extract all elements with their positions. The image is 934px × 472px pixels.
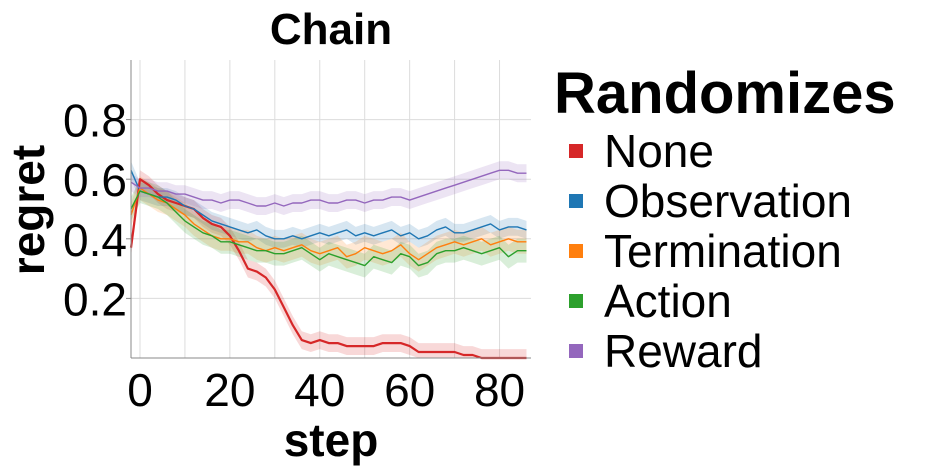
series-line-none	[129, 178, 527, 360]
x-tick-label: 0	[127, 364, 153, 416]
x-axis-label: step	[284, 414, 379, 466]
legend-label-termination: Termination	[604, 225, 842, 277]
x-tick-label: 40	[294, 364, 345, 416]
y-tick-label: 0.6	[63, 154, 127, 206]
grid	[131, 60, 531, 358]
band-reward	[131, 161, 527, 215]
x-tick-label: 80	[474, 364, 525, 416]
y-axis-label: regret	[2, 145, 54, 275]
legend-swatch-none	[569, 144, 583, 158]
legend-label-observation: Observation	[604, 175, 852, 227]
legend-swatch-action	[569, 294, 583, 308]
confidence-bands	[131, 161, 527, 358]
legend-label-reward: Reward	[604, 325, 763, 377]
chart-title: Chain	[270, 5, 392, 54]
legend-label-action: Action	[604, 275, 732, 327]
legend: Randomizes NoneObservationTerminationAct…	[554, 61, 896, 377]
legend-swatch-termination	[569, 244, 583, 258]
band-termination	[131, 176, 527, 272]
series-line-reward	[130, 169, 527, 207]
legend-swatch-reward	[569, 344, 583, 358]
legend-swatch-observation	[569, 194, 583, 208]
y-tick-label: 0.2	[63, 273, 127, 325]
x-tick-label: 60	[384, 364, 435, 416]
y-tick-label: 0.8	[63, 95, 127, 147]
x-tick-label: 20	[204, 364, 255, 416]
series-line-observation	[130, 170, 527, 240]
tick-labels: 0 20 40 60 80 0.2 0.4 0.6 0.8	[63, 95, 525, 416]
band-observation	[131, 161, 527, 248]
series-line-action	[130, 190, 527, 267]
series-lines	[129, 169, 527, 360]
legend-label-none: None	[604, 125, 714, 177]
axes	[130, 60, 531, 359]
y-tick-label: 0.4	[63, 214, 127, 266]
legend-title: Randomizes	[554, 61, 896, 126]
series-line-termination	[130, 187, 527, 261]
